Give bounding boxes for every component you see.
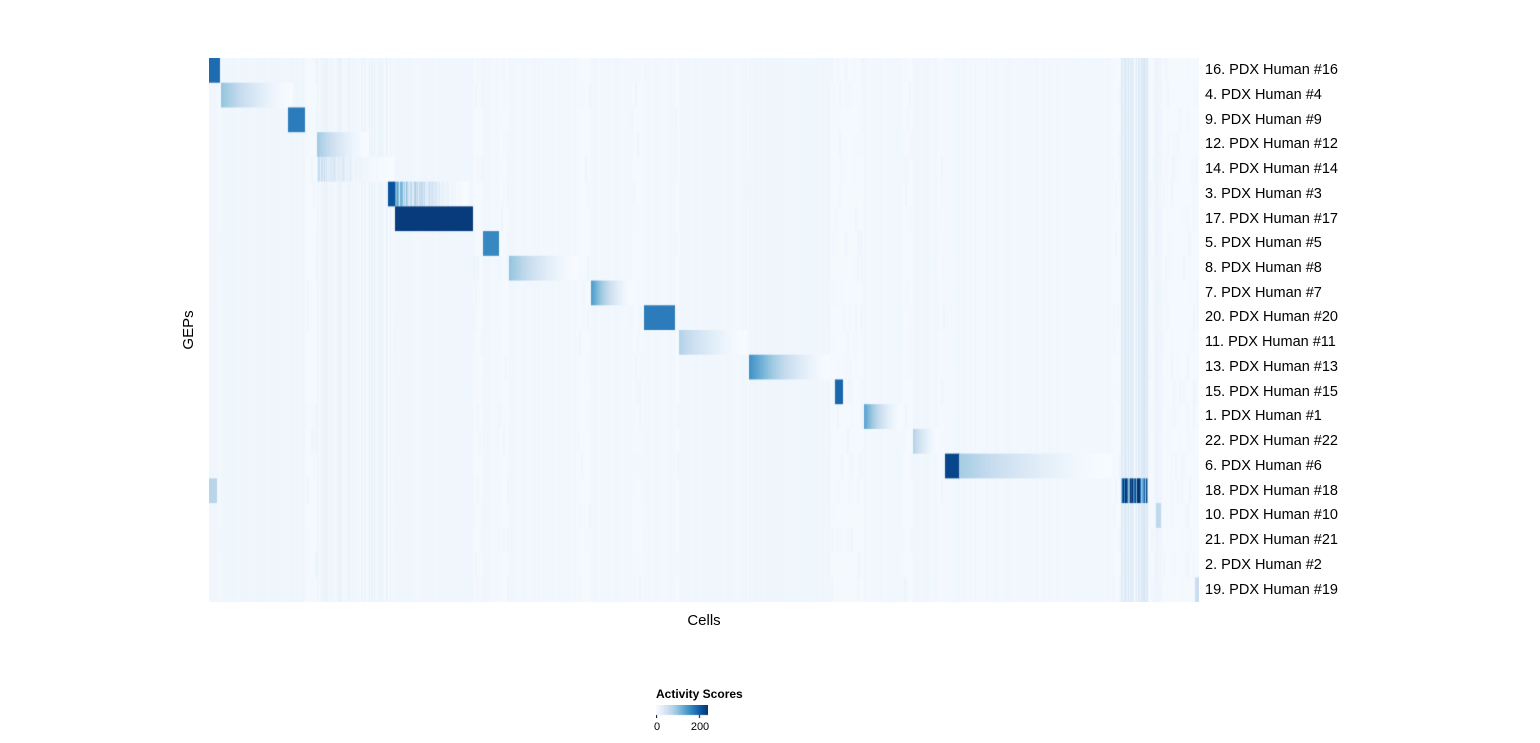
row-label: 18. PDX Human #18 (1205, 482, 1338, 499)
row-label: 10. PDX Human #10 (1205, 507, 1338, 524)
row-label: 13. PDX Human #13 (1205, 358, 1338, 375)
legend-tick-label: 200 (690, 721, 710, 733)
legend-tick-label: 0 (653, 721, 661, 733)
row-label: 22. PDX Human #22 (1205, 433, 1338, 450)
row-label: 2. PDX Human #2 (1205, 556, 1322, 573)
row-label: 11. PDX Human #11 (1205, 334, 1336, 351)
row-labels: 16. PDX Human #16 4. PDX Human #4 9. PDX H… (1205, 58, 1338, 602)
row-label: 14. PDX Human #14 (1205, 161, 1338, 178)
row-label: 8. PDX Human #8 (1205, 259, 1322, 276)
row-label: 19. PDX Human #19 (1205, 581, 1338, 598)
legend-bar: 0 200 (653, 705, 710, 735)
row-label: 21. PDX Human #21 (1205, 532, 1338, 549)
legend-title: Activity Scores (656, 687, 743, 701)
row-label: 6. PDX Human #6 (1205, 457, 1322, 474)
heatmap-canvas (209, 58, 1199, 602)
row-label: 5. PDX Human #5 (1205, 235, 1322, 252)
row-label: 9. PDX Human #9 (1205, 111, 1322, 128)
legend-gradient-canvas (656, 705, 708, 718)
row-label: 7. PDX Human #7 (1205, 284, 1322, 301)
row-label: 20. PDX Human #20 (1205, 309, 1338, 326)
row-label: 17. PDX Human #17 (1205, 210, 1338, 227)
color-legend: Activity Scores 0 200 (653, 687, 766, 735)
row-label: 12. PDX Human #12 (1205, 136, 1338, 153)
row-label: 16. PDX Human #16 (1205, 62, 1338, 79)
row-label: 4. PDX Human #4 (1205, 86, 1322, 103)
y-axis-label: GEPs (180, 310, 197, 350)
row-label: 1. PDX Human #1 (1205, 408, 1322, 425)
x-axis-label: Cells (687, 612, 721, 629)
row-label: 15. PDX Human #15 (1205, 383, 1338, 400)
row-label: 3. PDX Human #3 (1205, 185, 1322, 202)
